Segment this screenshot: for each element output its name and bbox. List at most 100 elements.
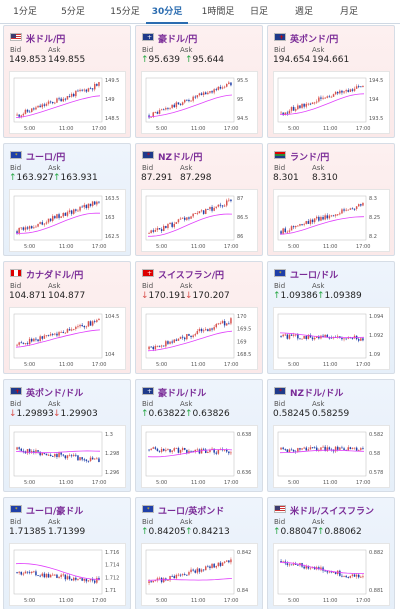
candle-body xyxy=(343,448,345,450)
bid-label: Bid xyxy=(10,282,22,290)
pair-card[interactable]: 米ドル/スイスフラン Bid Ask ↑0.88047 ↑0.88062 0.882 0.8… xyxy=(267,497,395,609)
pair-card[interactable]: * NZドル/円 Bid Ask 87.291 87.298 87 86.5 86 5:00 11:… xyxy=(135,143,263,256)
candle-body xyxy=(318,567,320,570)
candle-body xyxy=(54,574,56,576)
x-tick-label: 17:00 xyxy=(224,480,238,486)
pair-name[interactable]: ユーロ/豪ドル xyxy=(26,507,84,517)
candlestick-chart: 0.582 0.58 0.578 5:00 11:00 17:00 xyxy=(277,431,383,486)
ask-value: ↑0.88062 xyxy=(317,527,362,537)
candle-body xyxy=(324,570,326,572)
flag-icon: * xyxy=(10,505,22,513)
pair-name[interactable]: 豪ドル/円 xyxy=(158,35,198,45)
y-tick-label: 163.5 xyxy=(105,196,119,202)
pair-name[interactable]: ユーロ/ドル xyxy=(290,271,339,281)
pair-card[interactable]: 米ドル/円 Bid Ask 149.853 149.855 149.5 149 148.5 5:… xyxy=(3,25,131,138)
bid-label: Bid xyxy=(142,282,154,290)
ask-label: Ask xyxy=(180,164,193,172)
mini-chart[interactable]: 1.3 1.298 1.296 5:00 11:00 17:00 xyxy=(9,425,126,488)
candle-body xyxy=(326,215,328,219)
pair-card[interactable]: * NZドル/ドル Bid Ask 0.58245 0.58259 0.582 0.58 0.5… xyxy=(267,379,395,492)
mini-chart[interactable]: 1.094 1.092 1.09 5:00 11:00 17:00 xyxy=(273,307,390,370)
pair-card[interactable]: + 豪ドル/ドル Bid Ask ↑0.63822 ↑0.63826 0.638 0.636 5… xyxy=(135,379,263,492)
tab-5[interactable]: 1時間足 xyxy=(201,7,235,17)
pair-card[interactable]: * ユーロ/英ポンド Bid Ask ↑0.84205 ↑0.84213 0.842 0.84… xyxy=(135,497,263,609)
mini-chart[interactable]: 149.5 149 148.5 5:00 11:00 17:00 xyxy=(9,71,126,134)
candle-body xyxy=(31,451,33,453)
tab-7[interactable]: 週足 xyxy=(294,7,313,17)
pair-name[interactable]: 豪ドル/ドル xyxy=(158,389,207,399)
candle-body xyxy=(165,108,167,110)
mini-chart[interactable]: 95.5 95 94.5 5:00 11:00 17:00 xyxy=(141,71,258,134)
pair-name[interactable]: ランド/円 xyxy=(290,153,330,163)
candle-body xyxy=(70,579,73,581)
candle-body xyxy=(320,97,322,99)
candle-body xyxy=(217,562,220,567)
mini-chart[interactable]: 0.842 0.84 5:00 11:00 17:00 xyxy=(141,543,258,606)
pair-name[interactable]: 米ドル/スイスフラン xyxy=(290,507,375,517)
candle-body xyxy=(205,449,207,454)
pair-name[interactable]: ユーロ/円 xyxy=(26,153,66,163)
candle-body xyxy=(311,337,314,340)
candle-body xyxy=(89,88,92,90)
candle-body xyxy=(54,454,56,457)
bid-value: ↑95.639 xyxy=(141,55,181,65)
moving-average-line xyxy=(147,449,233,458)
mini-chart[interactable]: 194.5 194 193.5 5:00 11:00 17:00 xyxy=(273,71,390,134)
x-tick-label: 17:00 xyxy=(92,126,106,132)
mini-chart[interactable]: 8.3 8.25 8.2 5:00 11:00 17:00 xyxy=(273,189,390,252)
candle-body xyxy=(81,89,83,91)
pair-card[interactable]: + 英ポンド/ドル Bid Ask ↓1.29893 ↓1.29903 1.3 1.298 1.… xyxy=(3,379,131,492)
pair-card[interactable]: * ユーロ/豪ドル Bid Ask 1.71385 1.71399 1.716 1.714 1.… xyxy=(3,497,131,609)
candle-body xyxy=(351,89,354,91)
y-tick-label: 1.712 xyxy=(105,575,119,581)
pair-name[interactable]: 英ポンド/ドル xyxy=(26,389,84,399)
pair-name[interactable]: カナダドル/円 xyxy=(26,271,84,281)
pair-card[interactable]: + 英ポンド/円 Bid Ask 194.654 194.661 194.5 194 193.5… xyxy=(267,25,395,138)
bid-value: ↑163.927 xyxy=(9,173,54,183)
mini-chart[interactable]: 163.5 163 162.5 5:00 11:00 17:00 xyxy=(9,189,126,252)
candle-body xyxy=(284,448,286,450)
candle-body xyxy=(311,219,314,223)
candle-body xyxy=(28,338,31,345)
flag-icon xyxy=(274,151,286,159)
bid-value: ↑0.84205 xyxy=(141,527,186,537)
pair-name[interactable]: NZドル/ドル xyxy=(290,389,344,399)
candle-body xyxy=(96,458,98,460)
x-tick-label: 5:00 xyxy=(24,362,35,368)
mini-chart[interactable]: 87 86.5 86 5:00 11:00 17:00 xyxy=(141,189,258,252)
mini-chart[interactable]: 104.5 104 5:00 11:00 17:00 xyxy=(9,307,126,370)
tab-8[interactable]: 月足 xyxy=(339,7,358,17)
candle-body xyxy=(156,112,159,114)
mini-chart[interactable]: 0.882 0.881 5:00 11:00 17:00 xyxy=(273,543,390,606)
pair-name[interactable]: NZドル/円 xyxy=(158,153,203,163)
pair-card[interactable]: * ユーロ/ドル Bid Ask ↑1.09386 ↑1.09389 1.094 1.092 1… xyxy=(267,261,395,374)
mini-chart[interactable]: 0.582 0.58 0.578 5:00 11:00 17:00 xyxy=(273,425,390,488)
candle-body xyxy=(85,578,88,582)
mini-chart[interactable]: 0.638 0.636 5:00 11:00 17:00 xyxy=(141,425,258,488)
candle-body xyxy=(343,91,345,93)
candle-body xyxy=(322,567,324,571)
pair-card[interactable]: + スイスフラン/円 Bid Ask ↓170.191 ↓170.207 170 169.5 1… xyxy=(135,261,263,374)
tab-4[interactable]: 30分足 xyxy=(146,0,188,24)
pair-card[interactable]: * ユーロ/円 Bid Ask ↑163.927 ↑163.931 163.5 163 162.… xyxy=(3,143,131,256)
candle-body xyxy=(309,334,312,338)
candle-body xyxy=(343,209,345,211)
mini-chart[interactable]: 170 169.5 169 168.5 5:00 11:00 17:00 xyxy=(141,307,258,370)
candle-body xyxy=(62,212,64,217)
pair-name[interactable]: スイスフラン/円 xyxy=(158,271,225,281)
pair-card[interactable]: + 豪ドル/円 Bid Ask ↑95.639 ↑95.644 95.5 95 94.5 5:00… xyxy=(135,25,263,138)
pair-name[interactable]: 英ポンド/円 xyxy=(290,35,339,45)
mini-chart[interactable]: 1.716 1.714 1.712 1.71 5:00 11:00 17:00 xyxy=(9,543,126,606)
pair-card[interactable]: ランド/円 Bid Ask 8.301 8.310 8.3 8.25 8.2 5:00 11:00… xyxy=(267,143,395,256)
pair-card[interactable]: カナダドル/円 Bid Ask 104.871 104.877 104.5 104 5:00 1… xyxy=(3,261,131,374)
change-arrow-icon: ↑ xyxy=(141,55,149,65)
tab-1[interactable]: 1分足 xyxy=(13,7,37,17)
pair-name[interactable]: 米ドル/円 xyxy=(26,35,66,45)
tab-6[interactable]: 日足 xyxy=(249,7,268,17)
pair-name[interactable]: ユーロ/英ポンド xyxy=(158,507,225,517)
tab-2[interactable]: 5分足 xyxy=(61,7,85,17)
candle-body xyxy=(215,324,217,328)
candlestick-chart: 194.5 194 193.5 5:00 11:00 17:00 xyxy=(277,77,383,132)
candle-body xyxy=(37,575,39,577)
tab-3[interactable]: 15分足 xyxy=(110,7,140,17)
